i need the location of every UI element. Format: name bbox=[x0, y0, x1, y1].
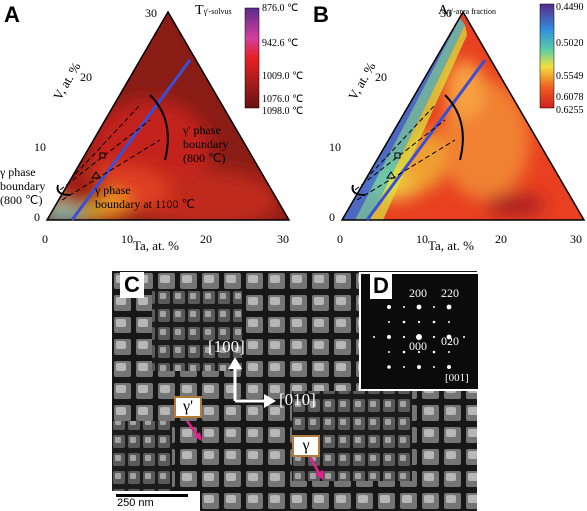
colorbar-b-label: 0.6255 bbox=[556, 105, 584, 116]
v-tick: 20 bbox=[80, 70, 92, 84]
colorbar-a-label: 942.6 ℃ bbox=[262, 38, 299, 49]
diffraction-spots bbox=[373, 304, 465, 369]
spot-label-020: 020 bbox=[441, 334, 459, 348]
gamma-prime-annotation: γ' phase boundary (800 ℃) bbox=[183, 123, 229, 165]
scale-bar-line bbox=[116, 494, 188, 497]
gamma-boundary-annotation: γ phase boundary (800 ℃) bbox=[0, 165, 46, 207]
ta-tick: 30 bbox=[277, 232, 289, 246]
ta-tick: 10 bbox=[416, 232, 428, 246]
ta-tick: 0 bbox=[337, 232, 343, 246]
panel-d-letter: D bbox=[370, 273, 392, 299]
ta-tick: 20 bbox=[495, 232, 507, 246]
colorbar-a-label: 1098.0 ℃ bbox=[262, 106, 304, 117]
direction-010-label: [010] bbox=[279, 390, 316, 409]
spot-label-200: 200 bbox=[409, 286, 427, 300]
v-tick: 10 bbox=[329, 140, 341, 154]
colorbar-b bbox=[539, 3, 555, 109]
v-tick: 0 bbox=[34, 210, 40, 224]
ternary-map-a bbox=[45, 7, 291, 221]
v-tick: 20 bbox=[375, 70, 387, 84]
colorbar-a bbox=[244, 7, 260, 109]
panel-b-letter: B bbox=[313, 2, 329, 27]
v-tick: 10 bbox=[34, 140, 46, 154]
ta-tick: 20 bbox=[200, 232, 212, 246]
panel-a-title: Tγ'-solvus bbox=[195, 3, 232, 18]
direction-100-label: [100] bbox=[208, 337, 245, 356]
ta-tick: 30 bbox=[570, 232, 582, 246]
panel-b-title: Aγ'-area fraction bbox=[438, 3, 496, 18]
boundary-1100-line bbox=[70, 59, 192, 221]
v-tick: 30 bbox=[440, 6, 452, 20]
colorbar-b-label: 0.5549 bbox=[556, 71, 584, 82]
colorbar-a-label: 1009.0 ℃ bbox=[262, 71, 304, 82]
zone-axis-label: [001] bbox=[445, 372, 469, 384]
colorbar-b-label: 0.6078 bbox=[556, 92, 584, 103]
colorbar-b-label: 0.4490 bbox=[556, 2, 584, 13]
gamma-label: γ bbox=[292, 435, 320, 457]
scale-bar-label: 250 nm bbox=[114, 497, 157, 509]
ternary-map-b bbox=[340, 3, 586, 221]
boundary-1100-annotation: γ phase boundary at 1100 ℃ bbox=[95, 183, 196, 211]
v-tick: 30 bbox=[145, 6, 157, 20]
ta-axis-label: Ta, at. % bbox=[428, 238, 475, 253]
scale-bar: 250 nm bbox=[112, 491, 200, 511]
colorbar-a-label: 1076.0 ℃ bbox=[262, 94, 304, 105]
colorbar-a-label: 876.0 ℃ bbox=[262, 3, 299, 14]
ta-tick: 10 bbox=[121, 232, 133, 246]
spot-label-220: 220 bbox=[441, 286, 459, 300]
panel-a-letter: A bbox=[4, 2, 20, 27]
colorbar-b-label: 0.5020 bbox=[556, 38, 584, 49]
v-tick: 0 bbox=[329, 210, 335, 224]
ta-axis-label: Ta, at. % bbox=[133, 238, 180, 253]
panel-c-letter: C bbox=[120, 272, 144, 298]
ta-tick: 0 bbox=[42, 232, 48, 246]
spot-label-000: 000 bbox=[409, 339, 427, 353]
gamma-prime-label: γ' bbox=[174, 396, 202, 418]
